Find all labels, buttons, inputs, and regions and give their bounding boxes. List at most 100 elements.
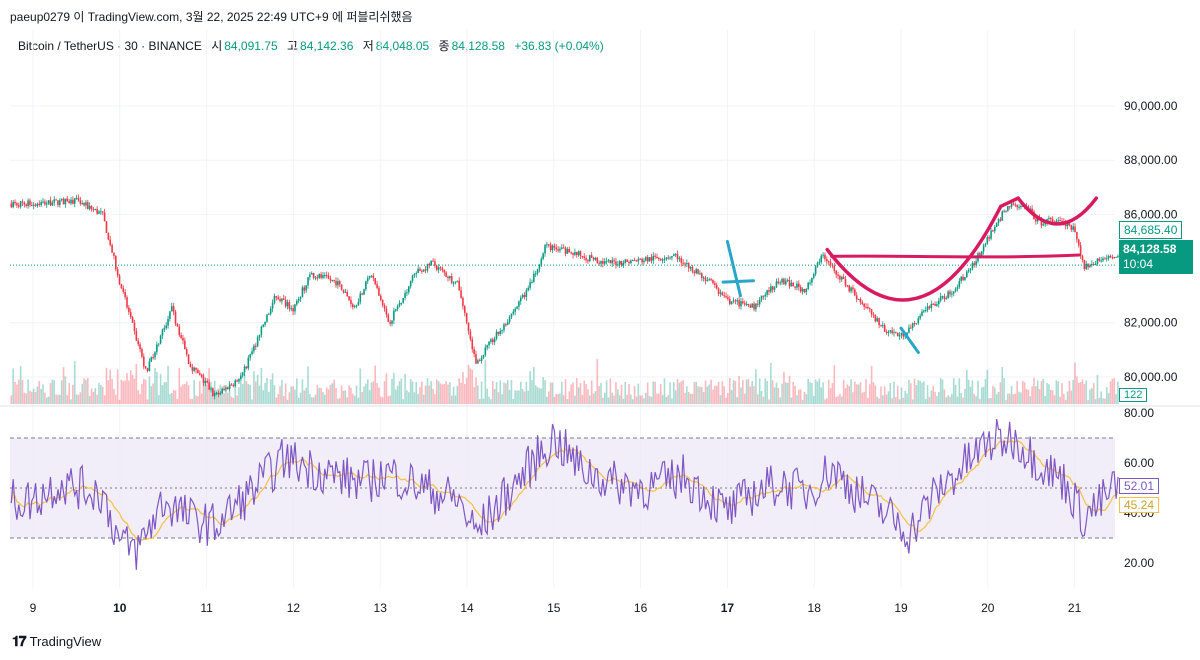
volume-bar (495, 382, 498, 404)
volume-bar (120, 379, 123, 404)
volume-bar (829, 388, 832, 404)
candle-body (687, 263, 690, 269)
volume-bar (923, 381, 925, 404)
candle-body (1061, 220, 1063, 222)
candle-body (986, 237, 989, 244)
price-tick-label: 82,000.00 (1124, 316, 1178, 330)
candle-body (519, 297, 522, 302)
volume-bar (131, 374, 134, 404)
candle-body (79, 200, 82, 204)
rsi-tick-label: 80.00 (1124, 406, 1154, 420)
volume-bar (1068, 381, 1071, 404)
candle-body (471, 339, 474, 350)
candle-body (210, 388, 212, 390)
volume-bar (113, 388, 115, 404)
candle-body (223, 388, 225, 390)
candle-body (318, 274, 321, 278)
candle-body (424, 269, 427, 271)
candle-body (96, 208, 98, 214)
blue-check-drawing (899, 326, 920, 355)
volume-bar (868, 384, 871, 404)
volume-bar (156, 371, 158, 404)
candle-body (575, 252, 578, 256)
volume-bar (1064, 399, 1067, 404)
volume-bar (837, 396, 839, 404)
candle-body (676, 253, 679, 260)
candle-body (928, 306, 931, 309)
candle-body (83, 203, 85, 206)
volume-bar (643, 398, 645, 404)
candle-body (281, 298, 283, 302)
volume-bar (1020, 392, 1022, 404)
candle-body (195, 367, 197, 370)
volume-bar (359, 368, 362, 404)
volume-bar (762, 396, 765, 404)
candle-body (844, 279, 847, 286)
tradingview-brand[interactable]: 𝟏𝟕 TradingView (12, 633, 101, 650)
candle-body (686, 263, 688, 265)
candle-body (656, 256, 658, 259)
volume-bar (747, 378, 750, 404)
volume-bar (1091, 388, 1093, 404)
handle-curve-drawing (1016, 196, 1099, 226)
volume-bar (646, 382, 649, 404)
volume-bar (997, 391, 1000, 404)
candle-body (678, 258, 681, 260)
volume-bar (727, 393, 729, 404)
volume-bar (781, 383, 783, 404)
volume-bar (641, 395, 643, 404)
rsi-ma-tag: 45.24 (1119, 497, 1160, 513)
candle-body (273, 296, 276, 303)
price-tick-label: 90,000.00 (1124, 99, 1178, 113)
candle-body (131, 317, 134, 323)
volume-bar (419, 387, 421, 404)
last-price-value: 84,128.58 (1123, 242, 1177, 256)
volume-bar (557, 394, 559, 404)
candle-body (49, 200, 52, 206)
candle-body (915, 323, 918, 325)
volume-bar (488, 396, 490, 404)
candle-body (1010, 203, 1013, 207)
volume-bar (174, 390, 177, 404)
volume-bar (352, 393, 354, 404)
tradingview-logo-icon: 𝟏𝟕 (12, 633, 27, 649)
volume-bar (223, 393, 225, 404)
candle-body (1092, 264, 1095, 266)
price-axis[interactable]: 90,000.00 88,000.00 86,000.00 82,000.00 80,0… (1124, 99, 1178, 384)
volume-bar (801, 399, 804, 404)
volume-bar (122, 381, 125, 404)
candle-body (27, 200, 29, 207)
candle-body (45, 203, 48, 205)
candle-body (1001, 211, 1004, 221)
volume-bar (516, 390, 518, 404)
candle-body (798, 283, 800, 287)
volume-bar (465, 377, 468, 404)
candle-body (29, 200, 31, 206)
candle-body (842, 276, 845, 280)
candle-body (262, 324, 265, 327)
volume-bar (587, 389, 589, 404)
volume-bar (430, 381, 432, 404)
volume-bar (1057, 381, 1060, 404)
volume-bar (1083, 384, 1086, 404)
candle-body (648, 257, 651, 262)
candle-body (365, 281, 367, 290)
publish-info: paeup0279 이 TradingView.com, 3월 22, 2025… (10, 10, 413, 24)
volume-bar (777, 387, 780, 404)
volume-bar (324, 394, 326, 404)
time-tick-label: 14 (460, 601, 474, 615)
volume-bar (908, 379, 910, 404)
candle-body (305, 285, 307, 291)
volume-bar (370, 382, 373, 404)
candle-body (141, 349, 143, 357)
volume-bar (760, 391, 763, 404)
volume-bar (44, 392, 46, 404)
candle-body (253, 345, 255, 352)
candle-body (241, 372, 244, 376)
volume-bar (115, 394, 117, 404)
symbol-title[interactable]: Bitcoin / TetherUS · 30 · BINANCE (18, 39, 202, 53)
candle-body (609, 260, 612, 264)
time-axis[interactable]: 9 10 11 12 13 14 15 16 17 18 19 20 21 (30, 601, 1082, 615)
ohlc-legend: Bitcoin / TetherUS · 30 · BINANCE 시 84,09… (18, 37, 610, 54)
